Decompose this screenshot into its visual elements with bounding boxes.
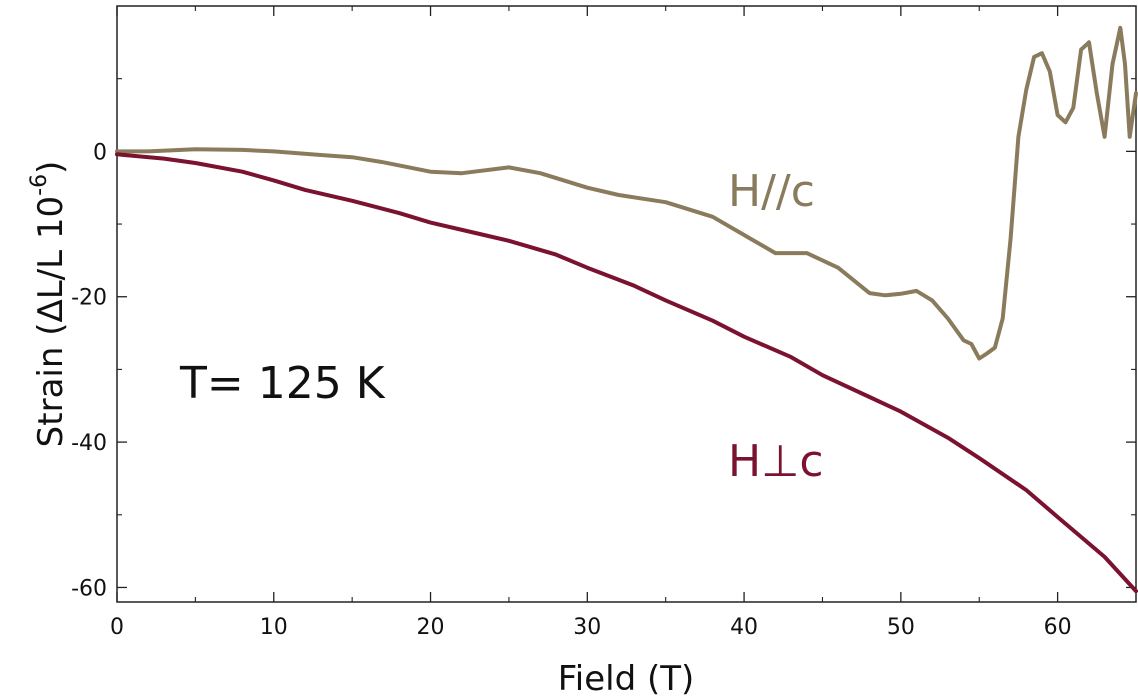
temperature-annotation: T= 125 K xyxy=(179,358,386,409)
y-tick-label: 0 xyxy=(93,140,107,165)
series-label-h-perp-c: H⊥c xyxy=(728,436,824,487)
x-tick-label: 30 xyxy=(573,615,601,640)
x-axis: 0 10 20 30 40 50 60 xyxy=(110,6,1072,640)
y-axis-title-group: Strain (ΔL/L 10-6) xyxy=(27,161,71,448)
x-tick-label: 10 xyxy=(260,615,288,640)
x-tick-label: 0 xyxy=(110,615,124,640)
series-line-h-perp-c xyxy=(115,152,1138,594)
x-tick-label: 60 xyxy=(1044,615,1072,640)
y-axis: 0 -20 -40 -60 xyxy=(71,78,1136,601)
y-tick-label: -60 xyxy=(71,576,107,601)
svg-text:Strain (ΔL/L 10-6): Strain (ΔL/L 10-6) xyxy=(27,161,71,448)
y-axis-title: Strain (ΔL/L 10 xyxy=(31,196,71,447)
series-label-h-parallel-c: H//c xyxy=(728,166,815,217)
y-axis-title-close: ) xyxy=(31,161,71,174)
series-layer xyxy=(115,25,1138,594)
y-tick-label: -20 xyxy=(71,286,107,311)
y-axis-title-exponent: -6 xyxy=(27,174,52,196)
x-tick-label: 50 xyxy=(887,615,915,640)
x-tick-label: 20 xyxy=(417,615,445,640)
x-tick-label: 40 xyxy=(730,615,758,640)
plot-frame xyxy=(116,5,1137,603)
y-tick-label: -40 xyxy=(71,431,107,456)
x-axis-title: Field (T) xyxy=(558,659,695,699)
series-line-h-parallel-c xyxy=(115,25,1138,361)
